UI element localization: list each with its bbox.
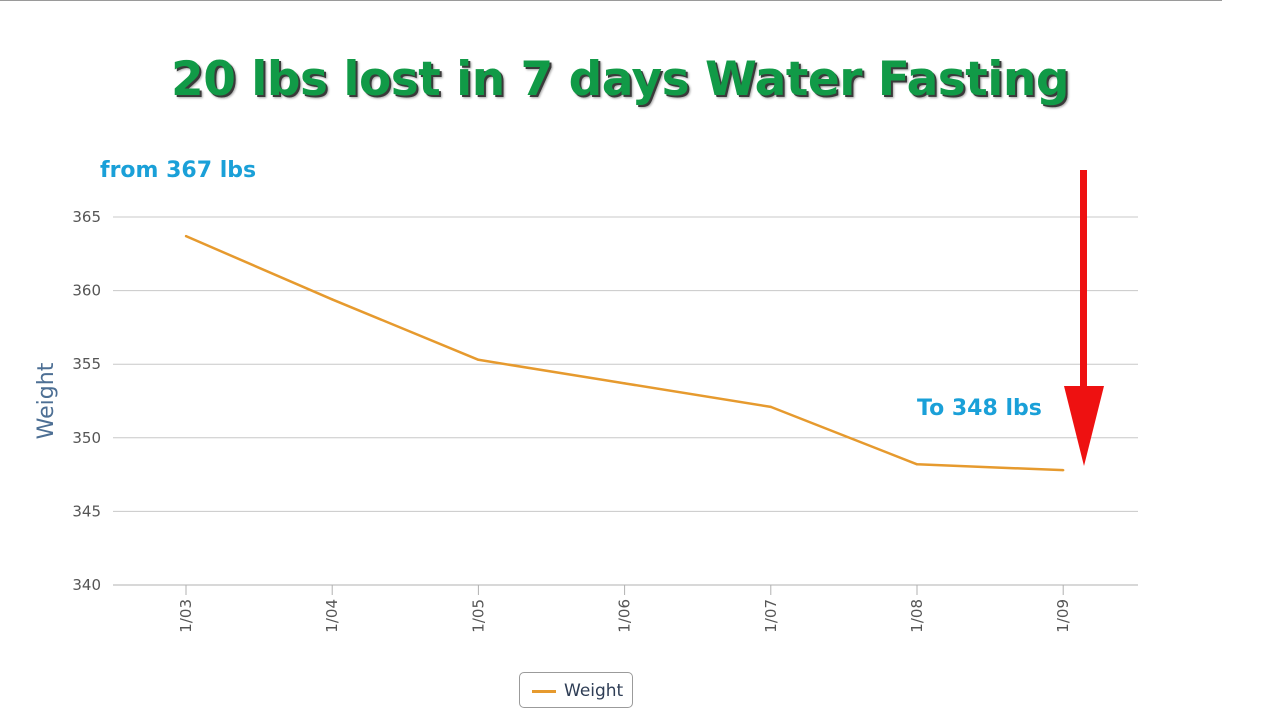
- data-point-1/07[interactable]: [769, 405, 772, 409]
- down-arrow-icon: [1064, 170, 1104, 466]
- x-tick-label: 1/04: [323, 599, 341, 633]
- y-tick-label: 345: [72, 502, 101, 520]
- y-axis-label: Weight: [34, 362, 59, 439]
- series-layer: [184, 234, 1065, 472]
- legend-line-swatch: [532, 690, 556, 693]
- x-tick-labels: 1/03 1/04 1/05 1/06 1/07 1/08 1/09: [177, 585, 1072, 633]
- data-point-1/08[interactable]: [915, 463, 919, 466]
- start-weight-annotation: from 367 lbs: [100, 158, 257, 183]
- data-point-1/09[interactable]: [1062, 468, 1065, 472]
- series-line-weight: [185, 234, 1064, 472]
- data-point-1/06[interactable]: [623, 382, 626, 385]
- grid-lines: [113, 216, 1138, 586]
- y-tick-label: 360: [72, 282, 101, 300]
- y-tick-labels: 340 345 350 355 360 365: [72, 208, 101, 594]
- page-title: 20 lbs lost in 7 days Water Fasting: [171, 52, 1069, 107]
- data-point-1/05[interactable]: [477, 358, 480, 361]
- x-tick-label: 1/05: [469, 599, 487, 633]
- y-tick-label: 365: [72, 208, 101, 226]
- y-tick-label: 350: [72, 429, 101, 447]
- y-tick-label: 355: [72, 355, 101, 373]
- top-divider: [0, 0, 1222, 1]
- x-tick-label: 1/09: [1054, 599, 1072, 633]
- x-tick-label: 1/08: [908, 599, 926, 633]
- data-point-1/04[interactable]: [331, 298, 334, 301]
- data-point-1/03[interactable]: [184, 234, 188, 238]
- legend-label: Weight: [564, 681, 624, 701]
- x-tick-label: 1/07: [762, 599, 780, 633]
- y-tick-label: 340: [72, 576, 101, 594]
- x-tick-label: 1/06: [616, 599, 634, 633]
- chart-legend[interactable]: Weight: [519, 672, 633, 708]
- end-weight-annotation: To 348 lbs: [917, 396, 1042, 421]
- x-tick-label: 1/03: [177, 599, 195, 633]
